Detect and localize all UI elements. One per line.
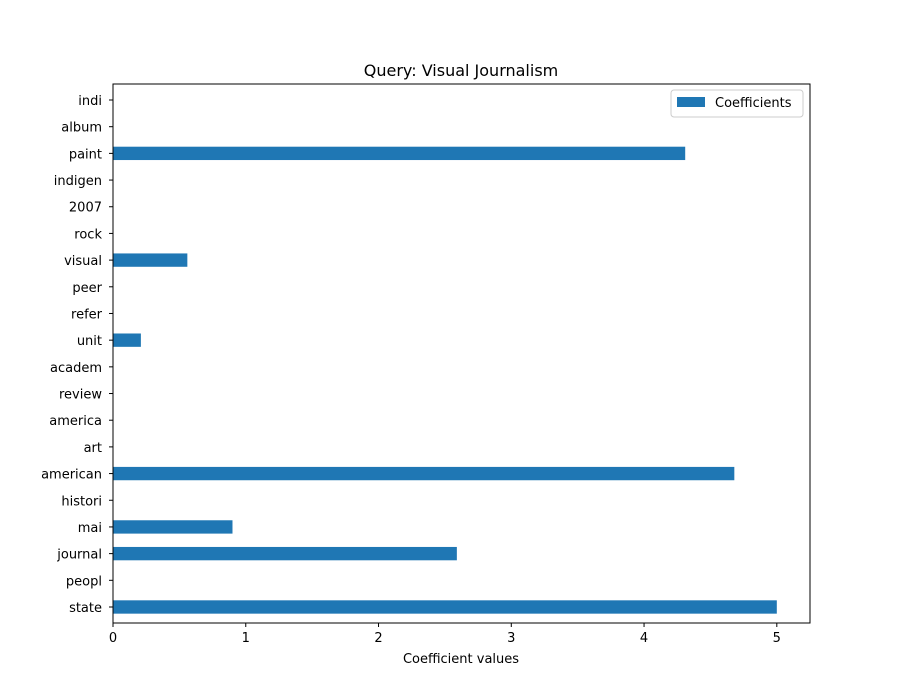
y-tick-label: journal bbox=[56, 548, 102, 563]
bar-paint bbox=[113, 146, 686, 161]
y-tick-label: mai bbox=[78, 521, 102, 536]
x-tick-label: 4 bbox=[640, 631, 648, 646]
y-tick-label: indigen bbox=[54, 174, 102, 189]
y-tick-label: refer bbox=[71, 307, 103, 322]
y-tick-label: peer bbox=[72, 281, 102, 296]
x-tick-label: 2 bbox=[374, 631, 382, 646]
y-tick-label: art bbox=[84, 441, 102, 456]
plot-frame bbox=[112, 83, 811, 624]
bar-visual bbox=[113, 253, 188, 267]
y-tick-label: american bbox=[41, 468, 102, 483]
bar-unit bbox=[113, 333, 141, 347]
x-tick-label: 5 bbox=[773, 631, 781, 646]
legend: Coefficients bbox=[670, 89, 804, 118]
x-axis: 0 1 2 3 4 5 bbox=[109, 623, 781, 646]
x-axis-label: Coefficient values bbox=[403, 652, 519, 667]
x-tick-label: 1 bbox=[242, 631, 250, 646]
legend-swatch bbox=[677, 97, 705, 107]
x-tick-label: 3 bbox=[507, 631, 515, 646]
x-tick-label: 0 bbox=[109, 631, 117, 646]
y-tick-label: review bbox=[59, 388, 102, 403]
legend-box bbox=[670, 89, 804, 118]
y-tick-label: peopl bbox=[66, 574, 102, 589]
y-tick-label: indi bbox=[78, 94, 102, 109]
bar-journal bbox=[113, 546, 457, 561]
bar-state bbox=[113, 600, 777, 614]
bar-mai bbox=[113, 520, 233, 534]
y-tick-label: rock bbox=[74, 227, 102, 242]
y-tick-label: paint bbox=[69, 147, 102, 162]
y-tick-label: state bbox=[69, 601, 102, 616]
y-tick-label: album bbox=[61, 121, 102, 136]
y-axis: state peopl journal mai histori american art am… bbox=[41, 94, 113, 616]
chart-title: Query: Visual Journalism bbox=[364, 61, 559, 80]
y-tick-label: unit bbox=[77, 334, 102, 349]
y-tick-label: histori bbox=[61, 494, 102, 509]
legend-label: Coefficients bbox=[715, 96, 792, 111]
y-tick-label: academ bbox=[50, 361, 102, 376]
y-tick-label: 2007 bbox=[69, 201, 102, 216]
bars-group bbox=[113, 146, 777, 614]
y-tick-label: visual bbox=[64, 254, 102, 269]
bar-american bbox=[113, 466, 735, 481]
y-tick-label: america bbox=[49, 414, 102, 429]
